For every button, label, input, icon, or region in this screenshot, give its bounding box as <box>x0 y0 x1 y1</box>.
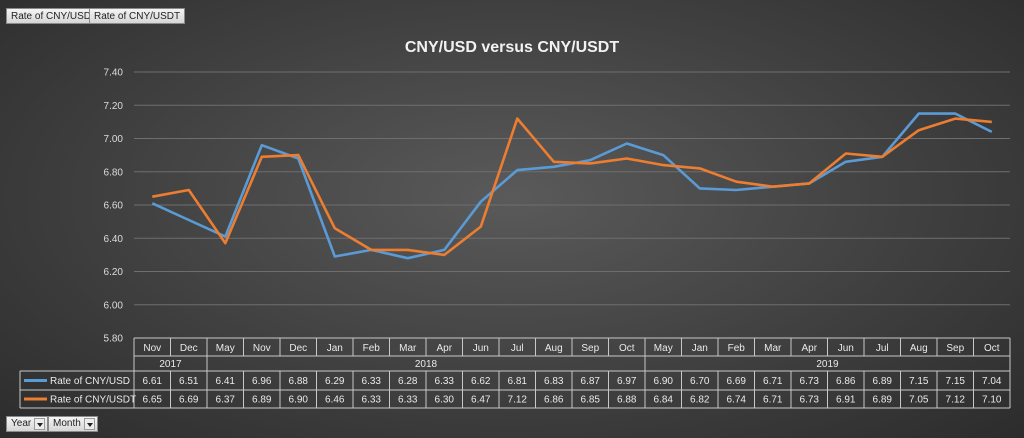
x-tick-label: Nov <box>143 343 161 354</box>
x-tick-label: Apr <box>801 343 817 354</box>
data-cell: 6.41 <box>216 376 236 387</box>
data-cell: 6.88 <box>617 395 637 406</box>
data-cell: 7.05 <box>909 395 929 406</box>
data-cell: 6.73 <box>800 376 820 387</box>
data-cell: 7.12 <box>508 395 528 406</box>
data-cell: 6.71 <box>763 395 783 406</box>
y-tick-label: 7.40 <box>104 68 124 79</box>
data-cell: 6.84 <box>654 395 674 406</box>
data-cell: 6.86 <box>544 395 564 406</box>
x-tick-label: Jul <box>511 343 524 354</box>
y-tick-label: 7.00 <box>104 134 124 145</box>
data-cell: 6.69 <box>179 395 199 406</box>
data-cell: 6.69 <box>727 376 747 387</box>
data-cell: 6.88 <box>289 376 309 387</box>
series-line-cny-usd <box>151 112 993 260</box>
data-cell: 6.46 <box>325 395 345 406</box>
year-filter-label: Year <box>11 418 32 429</box>
data-cell: 6.73 <box>800 395 820 406</box>
data-cell: 6.33 <box>362 376 382 387</box>
data-cell: 6.28 <box>398 376 418 387</box>
x-tick-label: Sep <box>581 343 599 354</box>
x-tick-label: Aug <box>545 343 563 354</box>
data-cell: 6.85 <box>581 395 601 406</box>
data-cell: 6.33 <box>398 395 418 406</box>
x-tick-label: Jul <box>876 343 889 354</box>
y-tick-label: 6.20 <box>104 267 124 278</box>
x-tick-label: Feb <box>363 343 381 354</box>
data-cell: 6.33 <box>362 395 382 406</box>
legend-label: Rate of CNY/USDT <box>50 395 136 406</box>
data-cell: 6.47 <box>471 395 491 406</box>
data-cell: 6.89 <box>252 395 272 406</box>
data-cell: 6.90 <box>654 376 674 387</box>
data-cell: 6.83 <box>544 376 564 387</box>
data-cell: 6.30 <box>435 395 455 406</box>
data-cell: 6.91 <box>836 395 856 406</box>
data-cell: 7.12 <box>946 395 966 406</box>
y-tick-label: 7.20 <box>104 101 124 112</box>
data-cell: 6.82 <box>690 395 710 406</box>
x-tick-label: Nov <box>253 343 271 354</box>
data-cell: 7.15 <box>946 376 966 387</box>
data-cell: 6.86 <box>836 376 856 387</box>
x-tick-label: Apr <box>436 343 452 354</box>
data-cell: 6.70 <box>690 376 710 387</box>
data-cell: 6.65 <box>143 395 163 406</box>
series-line-cny-usdt <box>152 117 992 257</box>
month-filter-label: Month <box>53 418 81 429</box>
x-tick-label: Sep <box>946 343 964 354</box>
y-tick-label: 6.00 <box>104 300 124 311</box>
data-cell: 6.97 <box>617 376 637 387</box>
data-cell: 6.37 <box>216 395 236 406</box>
y-tick-label: 5.80 <box>104 334 124 345</box>
x-tick-label: May <box>654 343 673 354</box>
year-filter-button[interactable]: Year <box>6 416 49 432</box>
data-cell: 6.71 <box>763 376 783 387</box>
data-cell: 6.89 <box>873 395 893 406</box>
field-button-cny-usdt[interactable]: Rate of CNY/USDT <box>89 8 186 24</box>
y-tick-label: 6.40 <box>104 234 124 245</box>
data-cell: 6.96 <box>252 376 272 387</box>
chart-title: CNY/USD versus CNY/USDT <box>405 39 620 56</box>
y-tick-label: 6.80 <box>104 167 124 178</box>
year-label: 2017 <box>159 359 182 370</box>
x-tick-label: Jun <box>473 343 489 354</box>
y-tick-label: 6.60 <box>104 201 124 212</box>
x-tick-label: Jan <box>327 343 343 354</box>
x-tick-label: Aug <box>910 343 928 354</box>
x-tick-label: Mar <box>764 343 782 354</box>
year-label: 2019 <box>816 359 839 370</box>
month-filter-button[interactable]: Month <box>48 416 98 432</box>
chevron-down-icon <box>83 418 95 430</box>
data-cell: 7.10 <box>982 395 1002 406</box>
data-cell: 6.81 <box>508 376 528 387</box>
data-cell: 6.61 <box>143 376 163 387</box>
chevron-down-icon <box>34 418 46 430</box>
legend-label: Rate of CNY/USD <box>50 376 130 387</box>
data-cell: 7.04 <box>982 376 1002 387</box>
x-tick-label: Jan <box>692 343 708 354</box>
data-cell: 6.90 <box>289 395 309 406</box>
x-tick-label: Feb <box>728 343 746 354</box>
year-label: 2018 <box>415 359 438 370</box>
x-tick-label: Jun <box>838 343 854 354</box>
x-tick-label: May <box>216 343 235 354</box>
x-tick-label: Oct <box>619 343 635 354</box>
data-cell: 6.89 <box>873 376 893 387</box>
x-tick-label: Dec <box>289 343 307 354</box>
x-tick-label: Dec <box>180 343 198 354</box>
data-cell: 6.74 <box>727 395 747 406</box>
x-tick-label: Mar <box>399 343 417 354</box>
data-cell: 6.87 <box>581 376 601 387</box>
data-cell: 6.33 <box>435 376 455 387</box>
x-tick-label: Oct <box>984 343 1000 354</box>
data-cell: 6.29 <box>325 376 345 387</box>
data-cell: 6.51 <box>179 376 199 387</box>
data-cell: 6.62 <box>471 376 491 387</box>
data-cell: 7.15 <box>909 376 929 387</box>
